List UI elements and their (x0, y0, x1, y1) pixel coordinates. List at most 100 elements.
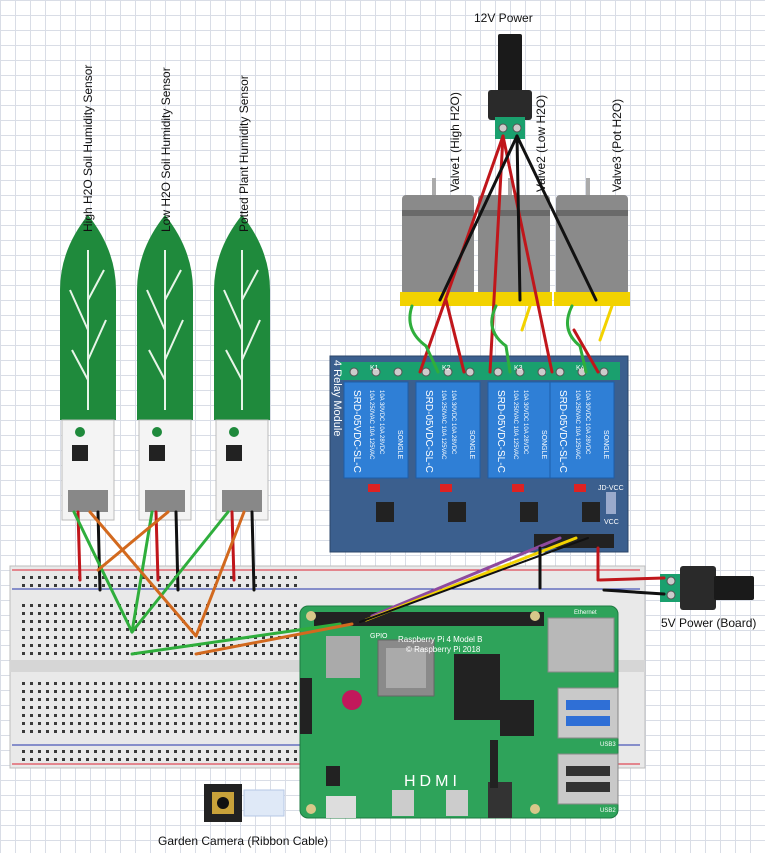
breadboard-hole (166, 636, 169, 639)
breadboard-hole (142, 604, 145, 607)
wire-valve3-green (566, 304, 588, 374)
breadboard-hole (198, 682, 201, 685)
relay-screw (515, 367, 525, 377)
breadboard-hole (214, 652, 217, 655)
wire-sensor3-green (130, 510, 230, 634)
wire-12v-red-3 (501, 134, 554, 374)
breadboard-hole (294, 758, 297, 761)
breadboard-hole (46, 584, 49, 587)
breadboard-hole (30, 620, 33, 623)
breadboard-hole (86, 682, 89, 685)
breadboard-hole (278, 758, 281, 761)
relay-rating-label: 10A 30VDC 10A 28VDC (584, 390, 590, 455)
breadboard-hole (166, 722, 169, 725)
breadboard-hole (246, 652, 249, 655)
breadboard-hole (238, 620, 241, 623)
soil-sensor-high (60, 215, 116, 521)
wire-valve1-red (444, 298, 466, 374)
breadboard-hole (206, 652, 209, 655)
breadboard-hole (126, 576, 129, 579)
breadboard-hole (166, 682, 169, 685)
breadboard-hole (270, 584, 273, 587)
breadboard-hole (70, 612, 73, 615)
breadboard-hole (214, 714, 217, 717)
breadboard-hole (150, 698, 153, 701)
breadboard-hole (166, 714, 169, 717)
breadboard-hole (54, 714, 57, 717)
breadboard-hole (294, 612, 297, 615)
breadboard-hole (190, 612, 193, 615)
breadboard-hole (286, 620, 289, 623)
wire-5v-black (602, 588, 666, 596)
breadboard-hole (134, 698, 137, 701)
breadboard-hole (246, 722, 249, 725)
breadboard-hole (278, 706, 281, 709)
breadboard-hole (230, 706, 233, 709)
breadboard-hole (190, 750, 193, 753)
breadboard-hole (158, 604, 161, 607)
breadboard-hole (142, 584, 145, 587)
relay-rating-label: 10A 250VAC 10A 125VAC (574, 390, 580, 460)
breadboard-hole (278, 576, 281, 579)
breadboard-hole (174, 682, 177, 685)
breadboard-hole (38, 730, 41, 733)
breadboard-hole (214, 682, 217, 685)
breadboard-hole (246, 690, 249, 693)
power-jack-12v (488, 34, 532, 139)
breadboard-hole (214, 758, 217, 761)
breadboard-hole (182, 758, 185, 761)
breadboard-hole (62, 604, 65, 607)
breadboard-hole (214, 620, 217, 623)
breadboard-hole (62, 636, 65, 639)
relay-module-label: 4 Relay Module (331, 360, 343, 436)
breadboard-hole (110, 706, 113, 709)
breadboard-hole (294, 750, 297, 753)
breadboard-hole (246, 612, 249, 615)
relay-optocoupler (376, 502, 394, 522)
relay-screw (393, 367, 403, 377)
breadboard-hole (254, 620, 257, 623)
breadboard-hole (78, 652, 81, 655)
breadboard-hole (286, 576, 289, 579)
breadboard-hole (22, 628, 25, 631)
breadboard-hole (126, 652, 129, 655)
breadboard-hole (230, 584, 233, 587)
breadboard-hole (158, 584, 161, 587)
breadboard-hole (214, 730, 217, 733)
breadboard-hole (22, 714, 25, 717)
breadboard-hole (262, 730, 265, 733)
breadboard-hole (182, 604, 185, 607)
breadboard-hole (222, 722, 225, 725)
breadboard-hole (230, 576, 233, 579)
wire-valve2-yellow (520, 304, 532, 332)
breadboard-hole (46, 730, 49, 733)
breadboard-hole (278, 714, 281, 717)
pi-usb3-label: USB3 (600, 742, 616, 748)
breadboard-hole (54, 636, 57, 639)
breadboard-hole (38, 652, 41, 655)
breadboard-hole (78, 620, 81, 623)
breadboard-hole (70, 682, 73, 685)
breadboard-hole (22, 706, 25, 709)
breadboard-hole (254, 698, 257, 701)
breadboard-hole (94, 690, 97, 693)
breadboard-hole (22, 722, 25, 725)
breadboard-hole (262, 690, 265, 693)
breadboard-hole (238, 584, 241, 587)
breadboard-hole (126, 644, 129, 647)
label-camera: Garden Camera (Ribbon Cable) (158, 834, 328, 848)
relay-model-label: SRD-05VDC-SL-C (495, 390, 506, 473)
breadboard-hole (158, 730, 161, 733)
breadboard-hole (62, 698, 65, 701)
breadboard-hole (70, 604, 73, 607)
breadboard-hole (70, 576, 73, 579)
breadboard-hole (246, 714, 249, 717)
breadboard-hole (182, 682, 185, 685)
breadboard-hole (174, 698, 177, 701)
breadboard-hole (214, 698, 217, 701)
breadboard-hole (230, 682, 233, 685)
breadboard-hole (78, 706, 81, 709)
breadboard-hole (262, 758, 265, 761)
breadboard-hole (158, 758, 161, 761)
breadboard-hole (254, 758, 257, 761)
